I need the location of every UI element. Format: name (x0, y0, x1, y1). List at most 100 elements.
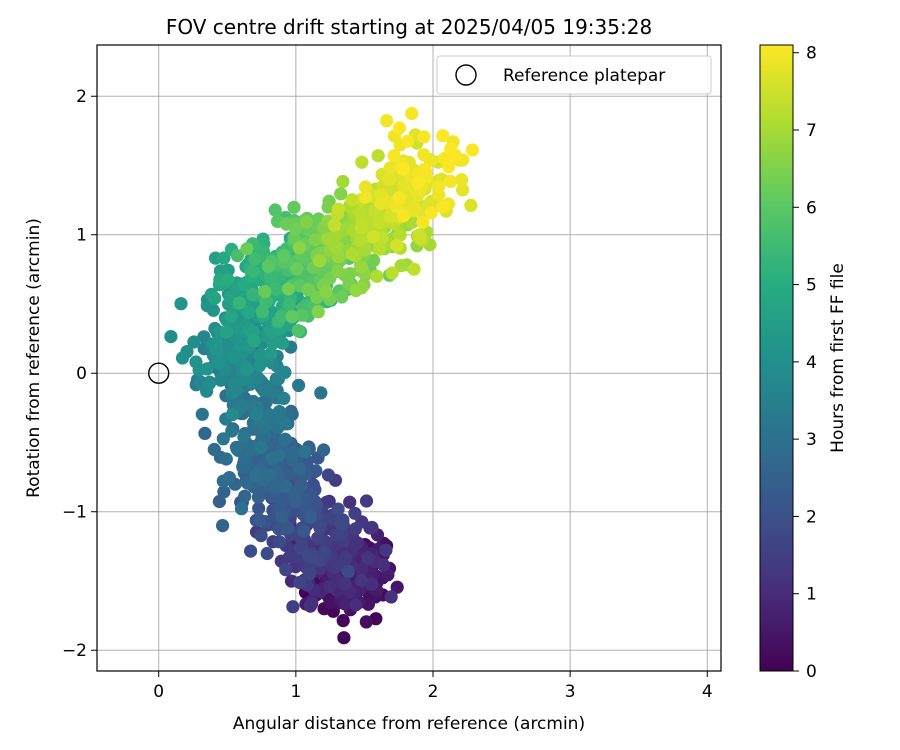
scatter-point (393, 228, 407, 242)
scatter-point (254, 440, 268, 454)
scatter-point (355, 260, 369, 275)
scatter-point (355, 562, 369, 576)
scatter-point (195, 407, 209, 421)
scatter-point (456, 183, 470, 197)
scatter-point (216, 519, 230, 533)
scatter-point (222, 471, 236, 485)
scatter-point (241, 305, 256, 319)
legend: Reference platepar (436, 55, 712, 95)
scatter-point (286, 489, 301, 503)
scatter-point (303, 599, 317, 613)
scatter-point (366, 230, 380, 244)
scatter-point (200, 362, 214, 376)
colorbar-tick-label: 5 (806, 276, 817, 296)
y-tick-label: −1 (62, 503, 87, 523)
scatter-point (224, 309, 238, 323)
scatter-point (278, 417, 293, 431)
scatter-point (299, 215, 313, 229)
scatter-point (230, 249, 245, 263)
scatter-point (208, 291, 222, 305)
legend-marker-icon (455, 64, 477, 86)
scatter-point (238, 453, 252, 467)
scatter-point (327, 218, 341, 232)
scatter-point (249, 468, 263, 483)
scatter-point (343, 266, 357, 281)
scatter-point (264, 346, 278, 360)
scatter-point (265, 451, 280, 465)
scatter-point (209, 336, 224, 350)
scatter-point (354, 573, 369, 587)
y-axis-label: Rotation from reference (arcmin) (24, 218, 44, 498)
scatter-point (349, 283, 363, 297)
scatter-point (212, 356, 226, 370)
scatter-point (359, 615, 373, 629)
scatter-point (277, 249, 291, 263)
colorbar-tick-label: 1 (806, 585, 817, 605)
scatter-point (370, 269, 384, 283)
scatter-point (407, 262, 421, 276)
scatter-point (295, 308, 309, 322)
scatter-point (263, 468, 277, 482)
scatter-point (293, 575, 307, 590)
scatter-point (321, 468, 335, 482)
scatter-point (262, 407, 276, 422)
scatter-point (291, 324, 305, 338)
scatter-point (290, 262, 304, 276)
scatter-point (416, 215, 430, 229)
colorbar-ticks: 0 1 2 3 4 5 6 7 8 (793, 44, 817, 682)
scatter-point (247, 334, 261, 348)
y-tick-label: −2 (62, 641, 87, 661)
scatter-point (272, 405, 286, 419)
scatter-point (348, 506, 362, 520)
scatter-point (240, 242, 254, 256)
scatter-point (337, 631, 351, 645)
scatter-point (321, 200, 335, 214)
scatter-point (252, 359, 267, 373)
scatter-point (282, 550, 296, 564)
scatter-point (276, 336, 290, 350)
scatter-point (311, 305, 325, 319)
scatter-point (237, 430, 251, 444)
scatter-point (323, 596, 337, 610)
scatter-point (312, 254, 327, 268)
scatter-point (269, 282, 283, 296)
scatter-point (380, 114, 394, 128)
scatter-point (281, 282, 295, 296)
scatter-point (390, 580, 404, 594)
scatter-point (383, 161, 397, 175)
scatter-point (305, 550, 319, 565)
scatter-point (443, 174, 458, 188)
scatter-point (285, 447, 299, 461)
colorbar-gradient (759, 44, 794, 672)
colorbar-tick-label: 3 (806, 430, 817, 450)
scatter-point (238, 489, 252, 503)
scatter-point (455, 173, 469, 187)
scatter-point (164, 330, 178, 344)
scatter-point (232, 296, 246, 310)
scatter-point (282, 297, 296, 312)
scatter-point (240, 476, 254, 490)
y-axis: −2 −1 0 1 2 (62, 87, 97, 661)
scatter-point (349, 598, 363, 612)
scatter-point (464, 198, 478, 212)
colorbar-tick-label: 8 (806, 44, 817, 64)
scatter-point (394, 259, 408, 273)
scatter-point (358, 190, 372, 204)
scatter-point (292, 462, 307, 476)
scatter-point (225, 408, 240, 422)
scatter-point (418, 164, 433, 178)
scatter-point (400, 134, 415, 148)
grid (97, 45, 721, 671)
scatter-point (255, 304, 269, 318)
y-tick-label: 0 (76, 364, 87, 384)
scatter-point (436, 200, 450, 214)
scatter-point (287, 200, 301, 214)
scatter-point (317, 545, 332, 559)
scatter-point (277, 391, 291, 405)
scatter-point (174, 297, 188, 311)
scatter-point (396, 209, 410, 223)
scatter-point (331, 264, 345, 279)
scatter-point (332, 558, 346, 572)
scatter-point (411, 176, 426, 190)
